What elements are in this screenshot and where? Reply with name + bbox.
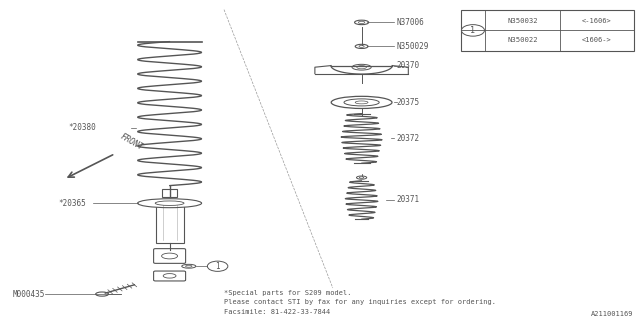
- FancyBboxPatch shape: [162, 189, 177, 197]
- Text: *20380: *20380: [68, 124, 96, 132]
- Ellipse shape: [163, 274, 176, 278]
- Ellipse shape: [359, 177, 364, 179]
- Ellipse shape: [355, 44, 368, 48]
- FancyBboxPatch shape: [154, 249, 186, 263]
- Circle shape: [461, 25, 484, 36]
- Text: 20371: 20371: [397, 196, 420, 204]
- FancyBboxPatch shape: [154, 271, 186, 281]
- Text: *20365: *20365: [59, 199, 86, 208]
- Text: M000435: M000435: [13, 290, 45, 299]
- Text: N37006: N37006: [397, 18, 424, 27]
- Ellipse shape: [357, 66, 367, 69]
- Bar: [461, 10, 634, 51]
- Text: N350032: N350032: [508, 18, 538, 24]
- Text: <-1606>: <-1606>: [582, 18, 612, 24]
- Text: 20375: 20375: [397, 98, 420, 107]
- Ellipse shape: [162, 253, 178, 259]
- Ellipse shape: [186, 265, 192, 267]
- Ellipse shape: [182, 264, 196, 268]
- Text: Facsimile: 81-422-33-7844: Facsimile: 81-422-33-7844: [224, 309, 330, 315]
- Text: *Special parts for S209 model.: *Special parts for S209 model.: [224, 290, 351, 296]
- Text: <1606->: <1606->: [582, 37, 612, 43]
- Text: 1: 1: [470, 26, 476, 35]
- Bar: [156, 202, 184, 243]
- Ellipse shape: [355, 20, 369, 25]
- Ellipse shape: [96, 292, 109, 296]
- Ellipse shape: [156, 201, 184, 205]
- Ellipse shape: [356, 176, 367, 179]
- Text: FRONT: FRONT: [118, 132, 145, 152]
- Ellipse shape: [332, 96, 392, 108]
- Ellipse shape: [352, 64, 371, 70]
- Text: A211001169: A211001169: [591, 311, 634, 317]
- Text: 20370: 20370: [397, 61, 420, 70]
- Text: N350022: N350022: [508, 37, 538, 43]
- Ellipse shape: [138, 199, 202, 208]
- Ellipse shape: [359, 45, 364, 47]
- Text: N350029: N350029: [397, 42, 429, 51]
- Ellipse shape: [344, 99, 379, 106]
- Ellipse shape: [355, 101, 368, 104]
- Text: 20372: 20372: [397, 134, 420, 143]
- Text: 1: 1: [215, 262, 220, 271]
- Text: Please contact STI by fax for any inquiries except for ordering.: Please contact STI by fax for any inquir…: [224, 300, 496, 305]
- Ellipse shape: [358, 21, 365, 23]
- Circle shape: [207, 261, 228, 271]
